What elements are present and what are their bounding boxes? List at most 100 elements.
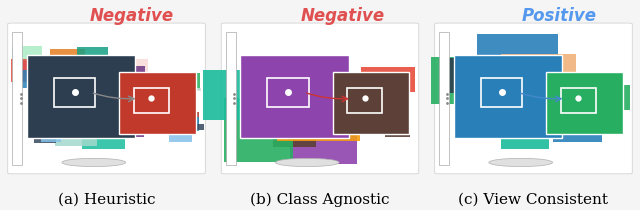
Bar xyxy=(501,54,576,81)
Bar xyxy=(226,32,236,164)
Bar xyxy=(596,85,630,110)
Bar xyxy=(273,91,316,147)
Bar xyxy=(54,121,69,136)
Bar xyxy=(444,58,489,93)
Ellipse shape xyxy=(275,158,339,167)
Bar xyxy=(119,77,144,93)
Bar xyxy=(176,88,201,91)
Bar xyxy=(439,32,449,164)
Bar xyxy=(566,80,595,115)
Bar xyxy=(147,123,175,133)
Bar xyxy=(127,95,156,115)
FancyBboxPatch shape xyxy=(221,23,419,174)
Bar xyxy=(54,127,97,146)
Bar xyxy=(107,81,133,91)
Bar xyxy=(113,97,137,120)
Bar xyxy=(477,34,558,93)
Bar xyxy=(182,88,193,110)
Bar xyxy=(52,111,79,118)
Bar xyxy=(127,109,137,129)
Text: Positive: Positive xyxy=(522,7,596,25)
Bar xyxy=(167,112,199,124)
Bar xyxy=(241,55,349,138)
Bar xyxy=(431,58,484,104)
Bar xyxy=(120,76,132,90)
Bar xyxy=(122,105,131,111)
Bar xyxy=(333,72,409,134)
Bar xyxy=(36,55,61,73)
Bar xyxy=(12,32,22,164)
Bar xyxy=(553,110,602,142)
Bar xyxy=(69,93,92,96)
Bar xyxy=(502,94,548,149)
Bar xyxy=(90,105,99,116)
Bar xyxy=(59,104,72,121)
Bar xyxy=(42,113,61,142)
Bar xyxy=(123,66,145,80)
Bar xyxy=(134,88,169,113)
Bar xyxy=(312,105,371,131)
Bar xyxy=(11,59,44,82)
Text: Negative: Negative xyxy=(300,7,385,25)
Bar xyxy=(224,98,294,163)
Bar xyxy=(180,117,199,131)
Text: (a) Heuristic: (a) Heuristic xyxy=(58,193,156,207)
Bar xyxy=(169,118,192,142)
Bar xyxy=(546,72,623,134)
Bar xyxy=(82,123,125,149)
Bar xyxy=(91,80,108,98)
Bar xyxy=(166,89,191,110)
Bar xyxy=(385,108,410,137)
Bar xyxy=(33,130,56,143)
Ellipse shape xyxy=(62,158,125,167)
Bar xyxy=(63,62,81,68)
Bar xyxy=(51,50,84,69)
Bar xyxy=(156,102,185,105)
Bar xyxy=(268,78,309,107)
Bar xyxy=(187,124,204,130)
Bar xyxy=(152,94,178,98)
Bar xyxy=(112,81,138,96)
Bar xyxy=(126,117,152,119)
Bar xyxy=(113,75,145,102)
Bar xyxy=(129,91,145,109)
Bar xyxy=(59,111,88,117)
Bar xyxy=(77,47,108,75)
Text: Negative: Negative xyxy=(90,7,174,25)
Bar xyxy=(291,108,357,164)
Bar xyxy=(19,61,42,75)
Bar xyxy=(124,127,144,137)
Bar xyxy=(137,91,153,100)
Bar xyxy=(86,103,112,121)
Bar xyxy=(114,59,148,77)
Bar xyxy=(361,67,415,92)
Bar xyxy=(454,55,562,138)
Bar xyxy=(86,62,99,76)
Bar xyxy=(87,58,97,65)
Ellipse shape xyxy=(489,158,552,167)
FancyBboxPatch shape xyxy=(435,23,632,174)
Bar xyxy=(127,116,159,127)
Bar xyxy=(79,79,86,98)
Bar xyxy=(277,87,360,141)
Bar xyxy=(156,77,177,80)
Bar xyxy=(44,122,76,137)
Bar xyxy=(570,100,608,122)
Bar xyxy=(481,78,522,107)
Bar xyxy=(12,46,42,66)
Bar xyxy=(561,88,596,113)
Bar xyxy=(63,123,87,135)
Bar xyxy=(27,55,135,138)
Bar xyxy=(95,73,134,98)
Bar xyxy=(139,78,164,89)
Bar xyxy=(22,70,58,88)
Bar xyxy=(182,73,200,91)
Bar xyxy=(337,87,371,115)
Bar xyxy=(347,88,382,113)
Bar xyxy=(119,72,196,134)
Text: (c) View Consistent: (c) View Consistent xyxy=(458,193,609,207)
Bar xyxy=(54,78,95,107)
Bar xyxy=(152,112,180,125)
Bar xyxy=(127,88,159,90)
Bar xyxy=(114,105,136,129)
